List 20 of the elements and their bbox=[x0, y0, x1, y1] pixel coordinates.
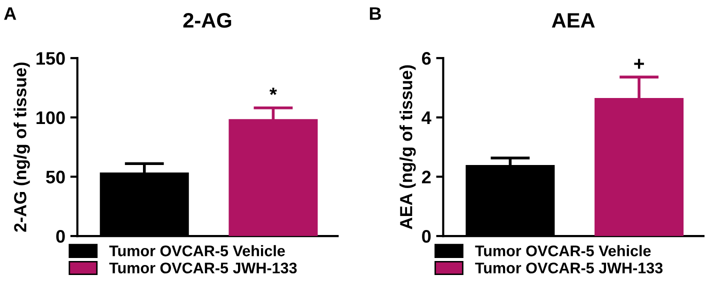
y-tick-label: 50 bbox=[46, 170, 65, 184]
text: B bbox=[370, 7, 381, 20]
y-axis-title: AEA (ng/g of tissue) bbox=[400, 65, 416, 230]
y-axis-title: 2-AG (ng/g of tissue) bbox=[14, 62, 30, 232]
annotation: + bbox=[634, 58, 644, 69]
text: A bbox=[4, 7, 16, 20]
legend-label: Tumor OVCAR-5 Vehicle bbox=[109, 245, 285, 256]
legend-label: Tumor OVCAR-5 JWH-133 bbox=[475, 262, 663, 274]
chart-title: 2-AG bbox=[183, 12, 232, 28]
legend-label: Tumor OVCAR-5 Vehicle bbox=[475, 245, 651, 256]
y-tick-label: 0 bbox=[56, 230, 65, 243]
y-tick-label: 100 bbox=[36, 111, 65, 124]
y-tick-label: 2 bbox=[422, 170, 431, 184]
chart-title: AEA bbox=[552, 13, 595, 28]
y-tick-label: 4 bbox=[422, 112, 432, 124]
y-tick-label: 150 bbox=[36, 52, 65, 65]
y-tick-label: 6 bbox=[422, 52, 431, 65]
annotation: * bbox=[269, 88, 277, 95]
y-tick-label: 0 bbox=[422, 230, 431, 243]
legend-label: Tumor OVCAR-5 JWH-133 bbox=[109, 262, 297, 274]
